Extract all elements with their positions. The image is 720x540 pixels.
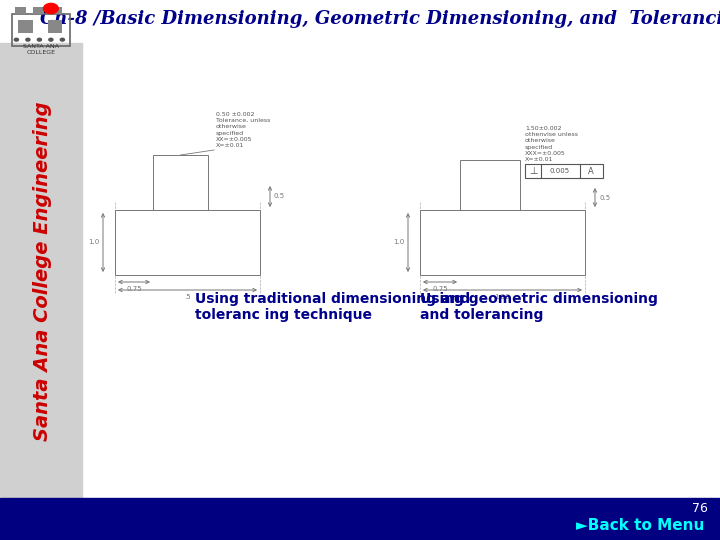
Bar — [0, 43, 82, 498]
Text: .5: .5 — [184, 294, 191, 300]
Bar — [525, 164, 603, 178]
Text: ⊥: ⊥ — [528, 166, 537, 176]
Text: 1.50±0.002
othenvise unless
otherwise
specified
XXX=±0.005
X=±0.01: 1.50±0.002 othenvise unless otherwise sp… — [525, 126, 578, 162]
Text: 1.50: 1.50 — [495, 294, 510, 300]
Bar — [460, 160, 520, 210]
Text: 0.5: 0.5 — [274, 193, 285, 199]
Text: 0.75: 0.75 — [126, 286, 142, 292]
Circle shape — [60, 38, 64, 41]
Text: A: A — [588, 166, 594, 176]
Text: 1.0: 1.0 — [392, 240, 404, 246]
Text: Ch-8 /Basic Dimensioning, Geometric Dimensioning, and  Tolerancing: Ch-8 /Basic Dimensioning, Geometric Dime… — [40, 10, 720, 28]
Bar — [33, 7, 45, 14]
Text: ►Back to Menu: ►Back to Menu — [576, 518, 704, 534]
Text: 76: 76 — [692, 502, 708, 515]
Circle shape — [49, 38, 53, 41]
Bar — [420, 210, 585, 275]
Circle shape — [37, 38, 42, 41]
Circle shape — [14, 38, 19, 41]
Text: 0.50 ±0.002
Tolerance, unless
otherwise
specified
XX=±0.005
X=±0.01: 0.50 ±0.002 Tolerance, unless otherwise … — [216, 112, 271, 148]
Text: SANTA ANA
COLLEGE: SANTA ANA COLLEGE — [23, 44, 59, 55]
Text: 1.0: 1.0 — [88, 240, 99, 246]
Bar — [48, 21, 63, 33]
Text: 0.5: 0.5 — [599, 194, 610, 200]
Text: Using geometric dimensioning
and tolerancing: Using geometric dimensioning and toleran… — [420, 292, 658, 322]
Text: 0.005: 0.005 — [550, 168, 570, 174]
Text: 0.75: 0.75 — [432, 286, 448, 292]
Bar — [18, 21, 33, 33]
Bar — [115, 210, 260, 275]
Bar — [51, 7, 63, 14]
Bar — [12, 14, 70, 46]
Text: Santa Ana College Engineering: Santa Ana College Engineering — [33, 102, 52, 441]
Circle shape — [43, 3, 58, 14]
Bar — [0, 498, 720, 540]
Text: Using traditional dimensioning and
toleranc ing technique: Using traditional dimensioning and toler… — [195, 292, 470, 322]
Bar — [153, 155, 208, 210]
Circle shape — [26, 38, 30, 41]
Bar — [15, 7, 26, 14]
